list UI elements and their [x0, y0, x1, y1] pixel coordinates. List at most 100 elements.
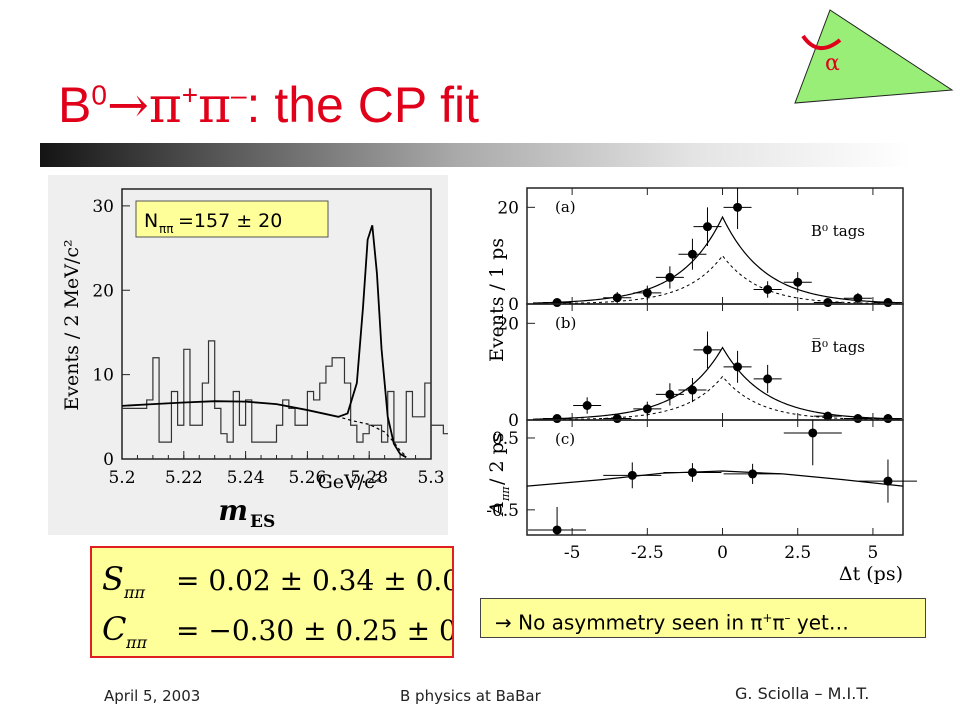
y-tick-label: 10	[92, 366, 114, 386]
data-point	[702, 345, 712, 355]
x-tick-label: 5.3	[417, 468, 444, 488]
data-point	[733, 362, 743, 372]
data-point	[642, 404, 652, 414]
data-point	[612, 414, 622, 424]
y-axis-label: Events / 2 MeV/c²	[61, 239, 83, 410]
y-tick-label: -0.5	[486, 501, 519, 521]
data-point	[552, 525, 562, 535]
data-point	[627, 470, 637, 480]
data-point	[763, 374, 773, 384]
y-tick-label: 20	[497, 198, 519, 218]
c-pipi-value: = −0.30 ± 0.25 ± 0.04	[176, 614, 452, 647]
panel-frame	[526, 187, 904, 305]
yield-box	[135, 200, 329, 238]
x-tick-label: 0	[717, 543, 728, 563]
c-pipi-symbol: C	[102, 610, 126, 648]
asymmetry-y-label-unit: / 2 ps	[486, 433, 508, 485]
fit-total-curve	[121, 225, 407, 459]
title-underline-bar	[40, 143, 912, 167]
asymmetry-y-label-group: Aππ / 2 ps	[486, 433, 512, 517]
data-point	[883, 476, 893, 486]
data-point	[612, 293, 622, 303]
x-axis-label: Δt (ps)	[839, 563, 903, 585]
c-pipi-subscript: ππ	[125, 633, 148, 652]
panel-legend: B̅⁰ tags	[811, 337, 865, 356]
fit-background-curve	[121, 400, 407, 457]
y-tick-label: 0	[103, 450, 114, 470]
s-pipi-subscript: ππ	[123, 583, 146, 602]
x-tick-label: 5.28	[350, 468, 388, 488]
x-tick-label: 5.24	[227, 468, 265, 488]
y-tick-label: 30	[92, 197, 114, 217]
data-point	[687, 385, 697, 395]
x-tick-label: 5	[868, 543, 879, 563]
yield-label: N	[144, 210, 158, 232]
x-tick-label: 5.26	[288, 468, 326, 488]
y-tick-label: 20	[92, 281, 114, 301]
x-tick-label: -5	[564, 543, 581, 563]
x-tick-label: 5.2	[108, 468, 135, 488]
data-point	[665, 389, 675, 399]
data-point	[823, 298, 833, 308]
mes-histogram: 5.2 5.22 5.24 5.26 5.28 5.3 0 10 20 30 Events / 2 …	[48, 175, 448, 535]
asymmetry-fit-curve	[526, 470, 904, 487]
footer-author: G. Sciolla – M.I.T.	[735, 684, 870, 703]
s-pipi-symbol: S	[102, 560, 124, 598]
x-axis-label: m	[218, 494, 248, 527]
data-point	[853, 293, 863, 303]
fit-background-curve	[533, 375, 900, 421]
panel-label: (b)	[555, 314, 576, 332]
data-point	[853, 414, 863, 424]
data-point	[808, 428, 818, 438]
panel-frame	[526, 303, 904, 421]
panel-label: (a)	[555, 198, 576, 216]
fit-background-curve	[533, 254, 900, 305]
arrow-icon: →	[495, 610, 512, 635]
alpha-symbol: α	[825, 51, 840, 76]
footer-date: April 5, 2003	[104, 687, 201, 705]
data-point	[883, 298, 893, 308]
yield-subscript: ππ	[159, 222, 173, 236]
results-box: S ππ = 0.02 ± 0.34 ± 0.05 C ππ = −0.30 ±…	[90, 546, 501, 658]
data-point	[823, 411, 833, 421]
y-tick-label: 20	[497, 314, 519, 334]
arrow-glyph: →	[106, 76, 149, 134]
slide-title: B0→π+π–: the CP fit	[58, 76, 480, 134]
data-point	[582, 401, 592, 410]
asymmetry-y-label: A	[486, 501, 508, 517]
yield-value: =157 ± 20	[178, 210, 282, 232]
y-axis-label: Events / 1 ps	[486, 238, 508, 362]
panel-legend: B⁰ tags	[811, 222, 865, 240]
data-point	[665, 272, 675, 282]
fit-total-curve	[533, 215, 901, 304]
data-point	[793, 277, 803, 287]
panel-label: (c)	[555, 430, 575, 448]
data-point	[883, 414, 893, 424]
data-point	[702, 222, 712, 232]
alpha-triangle-icon: α	[794, 9, 954, 104]
x-axis-label-sub: ES	[250, 512, 275, 532]
fit-total-curve	[533, 346, 901, 420]
data-point	[748, 469, 758, 479]
asymmetry-y-label-sub: ππ	[499, 486, 512, 502]
footer-title: B physics at BaBar	[400, 687, 541, 705]
histogram-bars	[122, 340, 448, 443]
data-point	[763, 285, 773, 294]
x-axis-unit: GeV/c²	[318, 471, 383, 493]
x-tick-label: 5.22	[165, 468, 203, 488]
conclusion-note: → No asymmetry seen in π+π– yet…	[480, 598, 926, 638]
data-point	[687, 249, 697, 259]
data-point	[687, 467, 697, 477]
s-pipi-value: = 0.02 ± 0.34 ± 0.05	[176, 564, 452, 597]
y-tick-label: 0	[508, 295, 519, 315]
panel-frame	[526, 419, 904, 536]
y-tick-label: 0.5	[492, 429, 519, 449]
data-point	[642, 288, 652, 298]
y-tick-label: 0	[508, 411, 519, 431]
data-point	[733, 202, 743, 212]
x-tick-label: -2.5	[631, 543, 664, 563]
data-point	[552, 414, 562, 424]
data-point	[552, 298, 562, 308]
x-tick-label: 2.5	[784, 543, 811, 563]
